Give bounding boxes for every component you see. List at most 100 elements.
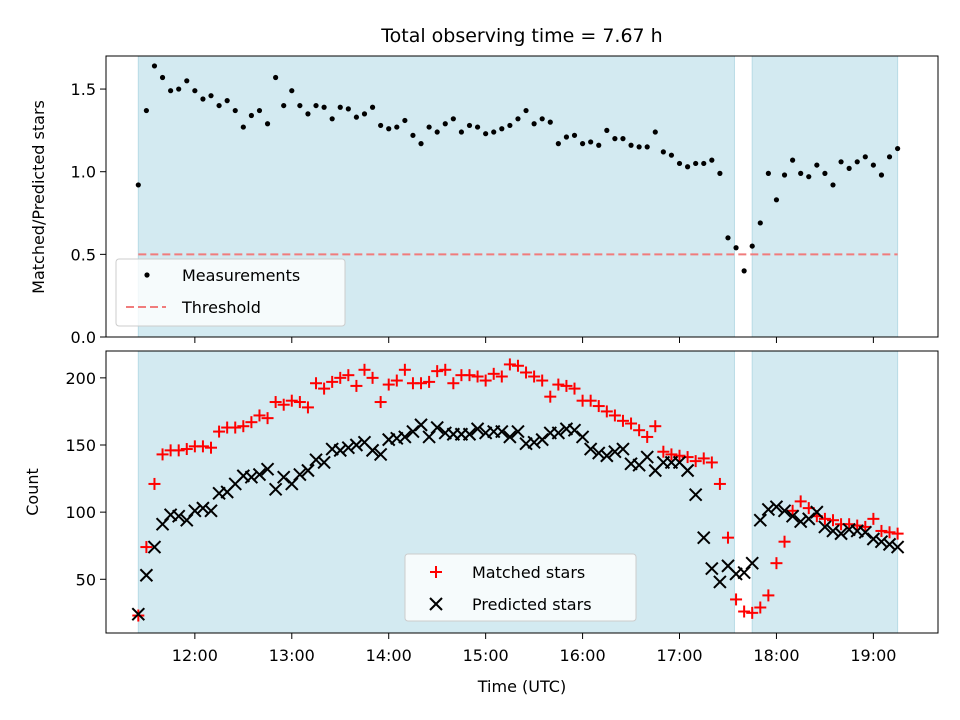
measurement-point [814, 162, 820, 168]
matched-star-point [374, 396, 387, 409]
measurement-point [216, 102, 222, 109]
measurement-point [878, 172, 885, 178]
matched-star-point [479, 374, 492, 387]
x-tick-label: 15:00 [463, 646, 509, 665]
predicted-star-point [527, 435, 541, 450]
matched-star-point [673, 449, 686, 462]
x-tick-label: 12:00 [172, 646, 218, 665]
matched-star-point [196, 440, 209, 453]
measurement-point [781, 172, 788, 178]
matched-star-point [382, 378, 395, 391]
measurement-point [434, 129, 440, 135]
measurement-point [143, 107, 149, 114]
matched-star-point [148, 477, 161, 490]
measurement-point [135, 182, 141, 188]
predicted-star-point [301, 463, 315, 478]
matched-star-point [342, 369, 355, 382]
matched-star-point [826, 514, 839, 527]
measurement-point [176, 86, 182, 92]
measurement-point [192, 88, 198, 94]
matched-star-point [738, 605, 751, 618]
matched-star-point [544, 390, 557, 403]
matched-star-point [705, 456, 718, 469]
measurement-point [741, 268, 747, 274]
predicted-star-point [131, 607, 146, 621]
legend-measurements-marker [144, 272, 150, 278]
shaded-interval-1 [751, 351, 899, 633]
y-tick-label-top: 1.5 [71, 80, 96, 99]
measurement-point [264, 121, 271, 127]
predicted-star-point [333, 443, 347, 458]
matched-star-point [398, 363, 411, 376]
matched-star-point [713, 477, 726, 490]
matched-star-point [293, 396, 306, 409]
measurement-point [604, 127, 610, 133]
matched-star-point [770, 557, 783, 570]
predicted-star-point [793, 514, 808, 529]
predicted-star-point [171, 509, 186, 523]
axes-frame-top [105, 55, 939, 338]
matched-star-point [794, 495, 807, 508]
measurement-point [830, 182, 836, 188]
matched-star-point [310, 377, 323, 390]
predicted-star-point [252, 467, 267, 482]
measurement-point [281, 102, 287, 109]
predicted-star-point [398, 430, 412, 444]
axes-frame-bottom [105, 350, 939, 634]
measurement-point [644, 144, 650, 150]
predicted-star-point [688, 487, 703, 502]
measurement-point [733, 245, 739, 251]
matched-star-point [560, 379, 573, 392]
matched-star-point [156, 448, 169, 461]
measurement-point [273, 74, 279, 81]
measurement-point [151, 63, 158, 69]
matched-star-point [536, 374, 549, 387]
predicted-star-point [188, 504, 202, 518]
matched-star-point [439, 363, 452, 376]
measurement-point [628, 142, 634, 148]
predicted-star-point [882, 537, 897, 552]
measurement-point [684, 164, 691, 170]
measurement-point [240, 124, 246, 130]
predicted-star-point [866, 532, 881, 546]
measurement-point [329, 116, 335, 122]
measurement-point [394, 124, 400, 130]
y-axis-label-top: Matched/Predicted stars [29, 100, 48, 294]
legend-threshold-label: Threshold [181, 298, 261, 317]
measurement-point [612, 136, 618, 142]
matched-star-point [592, 400, 605, 413]
predicted-star-point [818, 520, 832, 534]
predicted-star-point [874, 534, 889, 549]
measurement-point [232, 107, 238, 114]
measurement-point [159, 74, 166, 81]
measurement-point [838, 159, 844, 165]
predicted-star-point [430, 420, 444, 435]
matched-star-point [318, 382, 331, 395]
predicted-star-point [761, 502, 776, 517]
measurement-point [313, 102, 319, 109]
matched-star-point [447, 377, 460, 390]
predicted-star-point [769, 500, 784, 514]
matched-star-point [665, 448, 678, 461]
legend-top: Measurements Threshold [115, 258, 346, 327]
legend-bottom: Matched stars Predicted stars [404, 553, 637, 622]
measurement-point [547, 119, 553, 125]
matched-star-point [608, 409, 621, 422]
matched-star-point [511, 359, 524, 372]
predicted-star-point [810, 505, 824, 519]
matched-star-point [366, 371, 379, 384]
legend-predicted-marker [429, 597, 443, 611]
matched-star-point [721, 531, 734, 544]
legend-matched-label: Matched stars [472, 563, 585, 582]
measurement-point [765, 170, 771, 176]
matched-star-point [657, 445, 670, 458]
matched-star-point [140, 541, 153, 554]
matched-star-point [423, 375, 436, 388]
predicted-star-point [713, 575, 727, 589]
predicted-star-point [640, 450, 654, 464]
matched-star-point [746, 606, 759, 619]
legend-measurements-label: Measurements [182, 266, 300, 285]
matched-star-point [358, 363, 371, 376]
matched-star-point [778, 535, 791, 548]
matched-star-point [229, 421, 242, 434]
